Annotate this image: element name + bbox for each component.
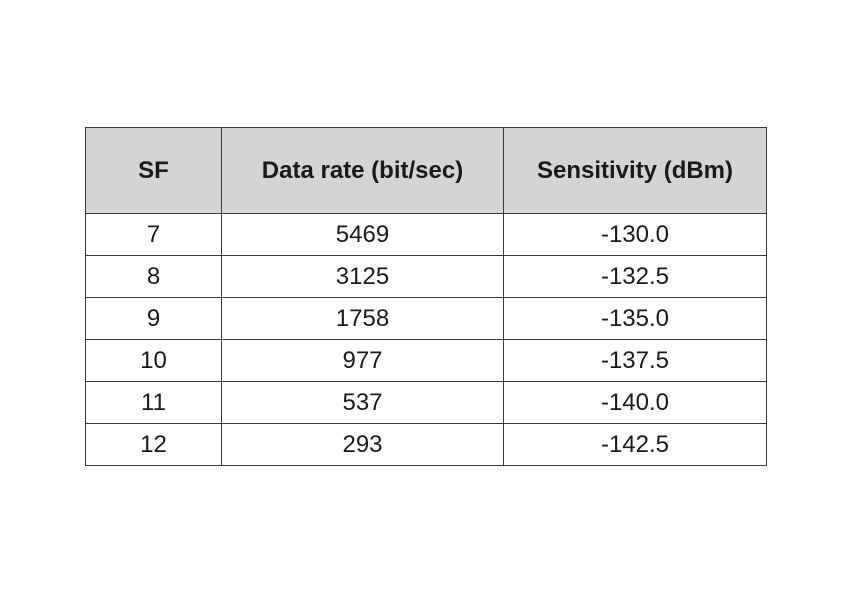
cell-sf: 8 [85,255,222,298]
cell-sensitivity: -142.5 [503,423,767,466]
header-row: SF Data rate (bit/sec) Sensitivity (dBm) [85,127,767,214]
table-row: 9 1758 -135.0 [85,297,767,340]
sf-data-table: SF Data rate (bit/sec) Sensitivity (dBm)… [85,127,767,466]
table-row: 7 5469 -130.0 [85,213,767,256]
table-row: 8 3125 -132.5 [85,255,767,298]
cell-sensitivity: -137.5 [503,339,767,382]
header-sf: SF [85,127,222,214]
table-container: SF Data rate (bit/sec) Sensitivity (dBm)… [85,127,767,466]
header-sensitivity: Sensitivity (dBm) [503,127,767,214]
cell-data-rate: 293 [221,423,504,466]
header-data-rate: Data rate (bit/sec) [221,127,504,214]
cell-sf: 12 [85,423,222,466]
cell-data-rate: 977 [221,339,504,382]
cell-sf: 11 [85,381,222,424]
cell-sensitivity: -132.5 [503,255,767,298]
cell-sensitivity: -130.0 [503,213,767,256]
cell-sf: 10 [85,339,222,382]
table-row: 12 293 -142.5 [85,423,767,466]
cell-data-rate: 1758 [221,297,504,340]
table-body: 7 5469 -130.0 8 3125 -132.5 9 1758 -135.… [85,213,767,466]
cell-sf: 9 [85,297,222,340]
cell-sf: 7 [85,213,222,256]
cell-data-rate: 5469 [221,213,504,256]
table-row: 11 537 -140.0 [85,381,767,424]
cell-data-rate: 3125 [221,255,504,298]
table-row: 10 977 -137.5 [85,339,767,382]
cell-sensitivity: -135.0 [503,297,767,340]
cell-sensitivity: -140.0 [503,381,767,424]
table-header: SF Data rate (bit/sec) Sensitivity (dBm) [85,127,767,214]
cell-data-rate: 537 [221,381,504,424]
